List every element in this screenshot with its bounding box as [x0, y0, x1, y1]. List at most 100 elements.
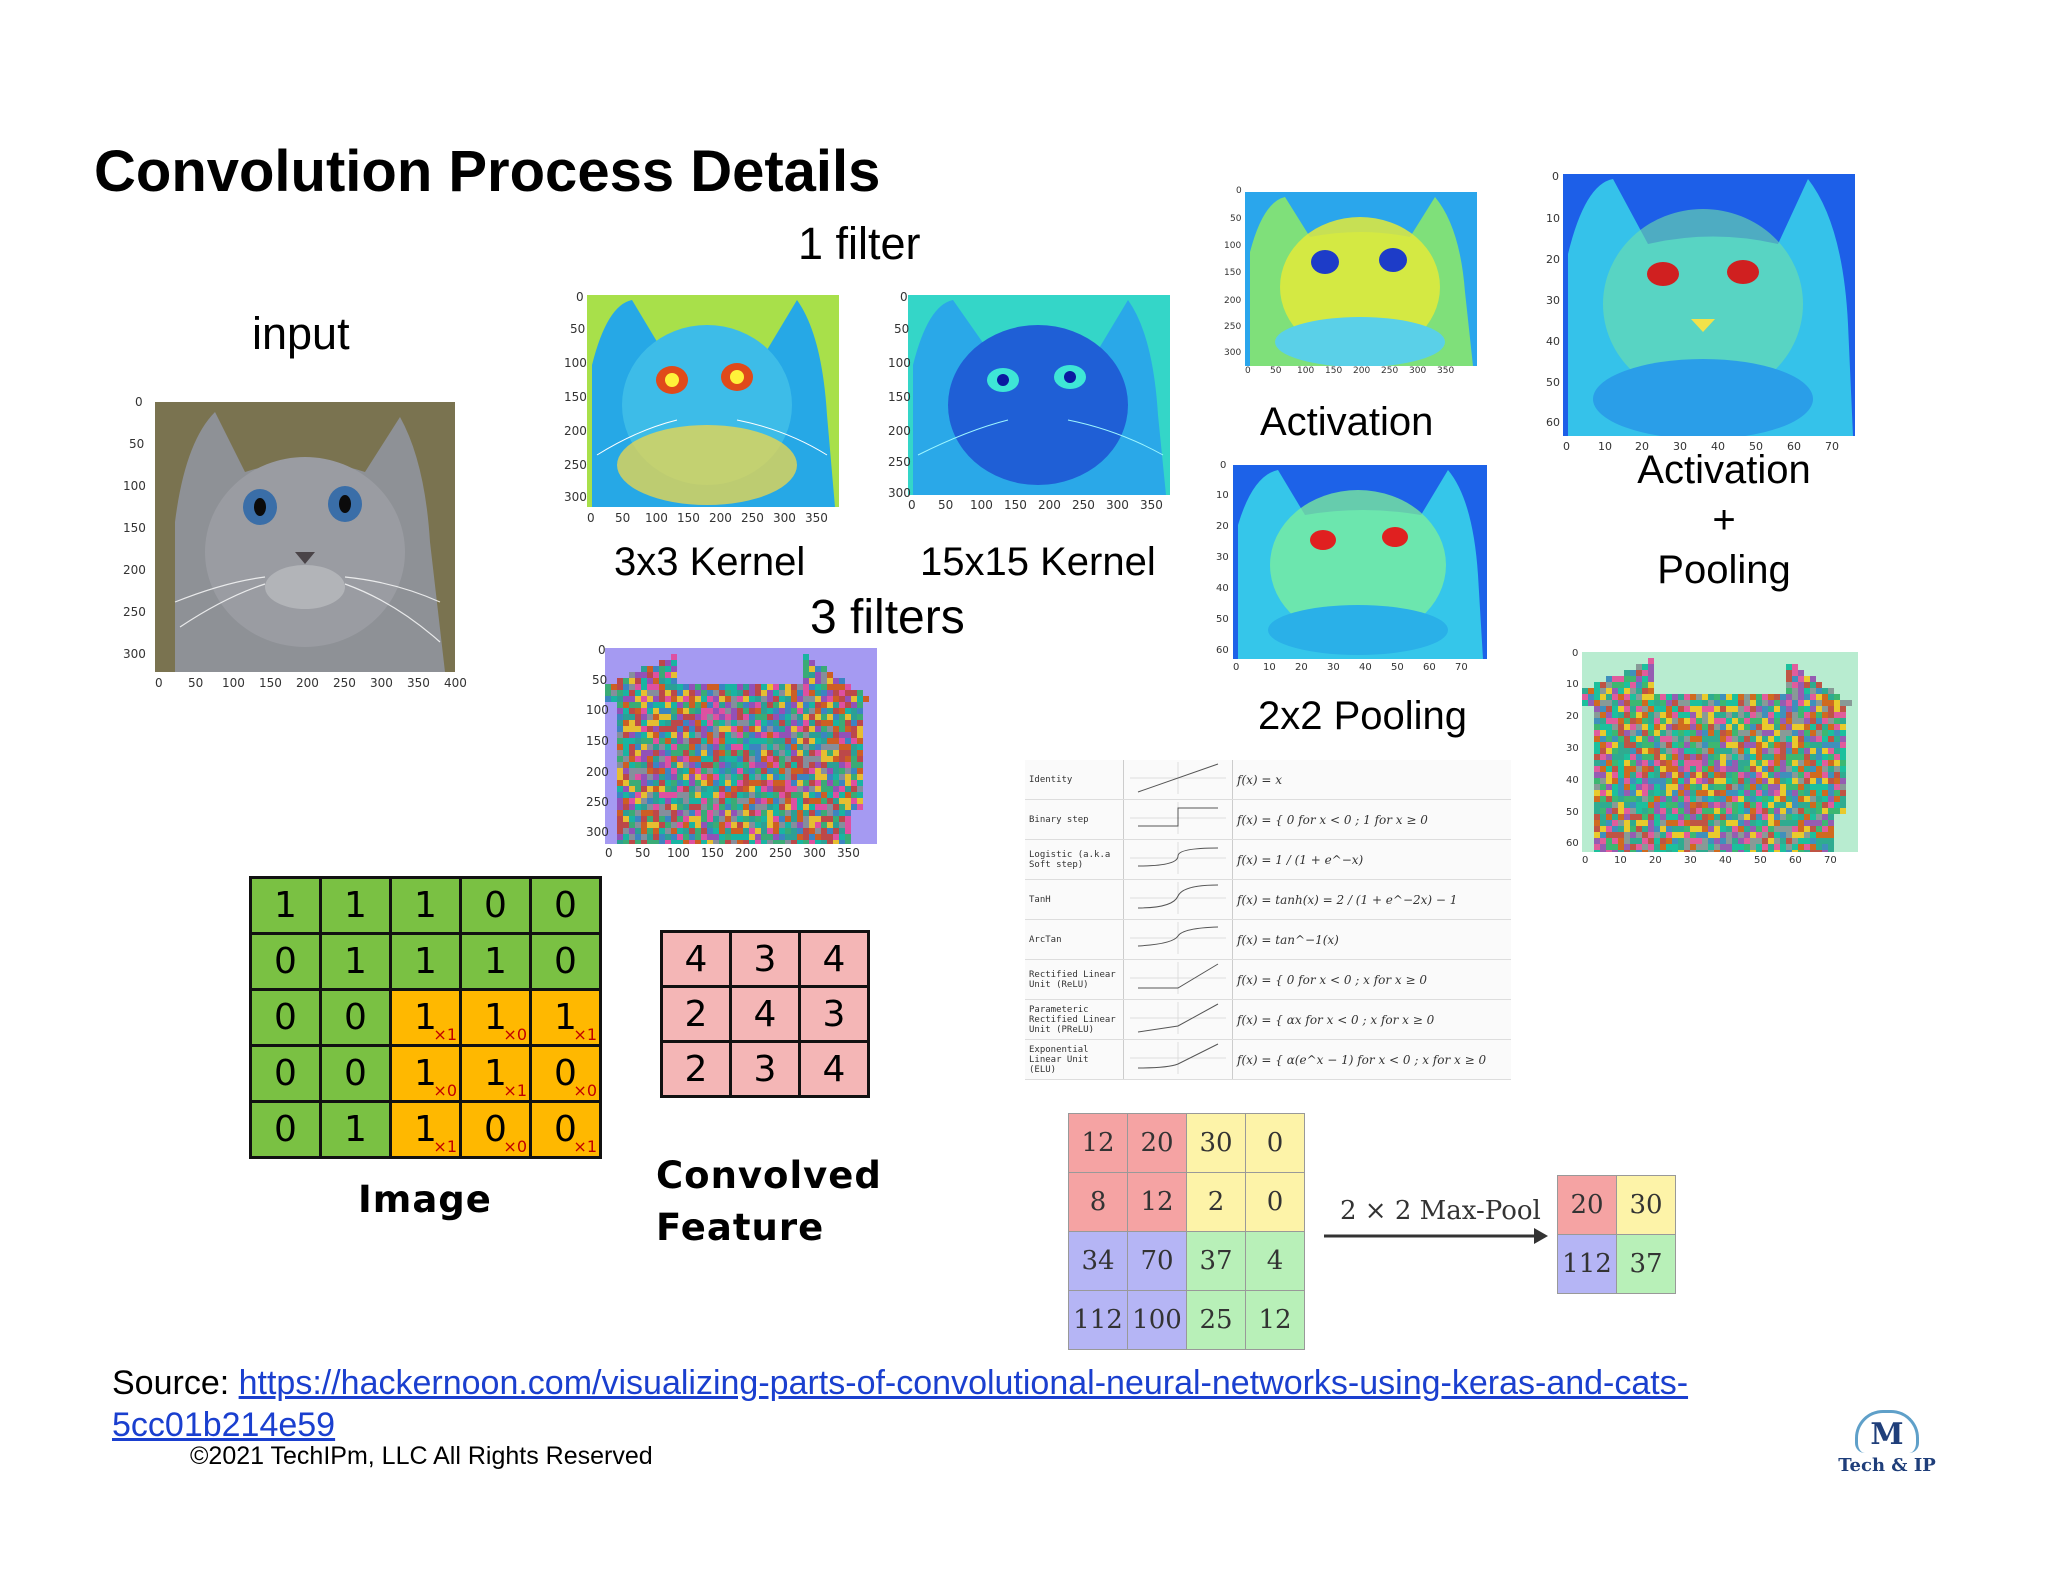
image-grid-cell: 1 ×1: [459, 1044, 532, 1103]
image-grid-cell: 1 ×1: [529, 988, 602, 1047]
ytick: 30: [1546, 294, 1560, 307]
xtick: 250: [741, 511, 764, 525]
activation-function-graph: [1123, 919, 1233, 960]
ytick: 50: [129, 437, 145, 451]
cell-value: 0: [274, 1053, 297, 1094]
activation-function-graph: [1123, 839, 1233, 880]
convolved-cell: 4: [798, 930, 870, 988]
image-grid-cell: 0: [529, 932, 602, 991]
ytick: 50: [1216, 614, 1229, 625]
xtick: 250: [1072, 498, 1095, 512]
activation-pooling-line3: Pooling: [1657, 548, 1791, 592]
source-url-line1: https://hackernoon.com/visualizing-parts…: [238, 1364, 1689, 1402]
cell-value: 1: [484, 1053, 507, 1094]
image-grid-row: 0 1 1 ×1 0 ×0 0 ×1: [249, 1100, 602, 1159]
xtick: 0: [908, 498, 916, 512]
maxpool-input-cell: 70: [1127, 1231, 1187, 1291]
cell-value: 1: [414, 1053, 437, 1094]
image-grid-row: 0 0 1 ×1 1 ×0 1 ×1: [249, 988, 602, 1047]
ytick: 250: [888, 455, 911, 469]
kernel3-image: [587, 295, 839, 507]
kernel-weight: ×0: [433, 1081, 457, 1100]
xtick: 30: [1684, 855, 1697, 866]
maxpool-output-cell: 20: [1557, 1175, 1617, 1235]
ytick: 0: [135, 395, 143, 409]
ytick: 200: [123, 563, 146, 577]
image-grid-cell: 1: [389, 876, 462, 935]
image-matrix: 1 1 1 0 0 0 1 1 1 0 0 0 1 ×1 1 ×0 1 ×1 0 0 1 ×0 1 ×1 0 ×0 0 1 1 ×1 0 ×0…: [249, 876, 602, 1159]
image-grid-cell: 1: [319, 932, 392, 991]
ytick: 300: [586, 825, 609, 839]
maxpool-input-grid: 12 20 30 0 8 12 2 0 34 70 37 4 112 100 25 12: [1068, 1113, 1305, 1350]
activation-function-name: Identity: [1025, 760, 1124, 800]
xtick: 70: [1824, 855, 1837, 866]
activation-function-name: ArcTan: [1025, 919, 1124, 960]
activation-function-row: Exponential Linear Unit (ELU) f(x) = { α(…: [1025, 1039, 1511, 1080]
cell-value: 0: [484, 1109, 507, 1150]
activation-function-name: Exponential Linear Unit (ELU): [1025, 1039, 1124, 1080]
ytick: 150: [123, 521, 146, 535]
xtick: 100: [222, 676, 245, 690]
copyright: ©2021 TechIPm, LLC All Rights Reserved: [190, 1442, 653, 1470]
kernel-weight: ×1: [433, 1137, 457, 1156]
noise-pool-xticks: 0 10 20 30 40 50 60 70: [1582, 855, 1872, 869]
convolved-cell: 3: [729, 930, 801, 988]
ytick: 60: [1546, 416, 1560, 429]
xtick: 350: [1140, 498, 1163, 512]
ytick: 100: [564, 356, 587, 370]
activation-function-row: Binary step f(x) = { 0 for x < 0 ; 1 for …: [1025, 799, 1511, 840]
pooling-image: [1233, 465, 1487, 659]
activation-function-row: TanH f(x) = tanh(x) = 2 / (1 + e^−2x) − 1: [1025, 879, 1511, 920]
kernel15-plot: [908, 295, 1170, 495]
xtick: 350: [1437, 366, 1455, 376]
xtick: 150: [701, 846, 724, 860]
maxpool-input-row: 112 100 25 12: [1068, 1290, 1305, 1350]
xtick: 200: [735, 846, 758, 860]
xtick: 40: [1711, 440, 1725, 453]
three-filters-plot: [605, 648, 877, 844]
activation-function-row: Logistic (a.k.a Soft step) f(x) = 1 / (1 …: [1025, 839, 1511, 880]
maxpool-output-row: 20 30: [1557, 1175, 1676, 1235]
source-link[interactable]: https://hackernoon.com/visualizing-parts…: [112, 1364, 1688, 1444]
convolved-caption: Convolved Feature: [656, 1150, 882, 1254]
maxpool-input-cell: 20: [1127, 1113, 1187, 1173]
cell-value: 1: [484, 941, 507, 982]
activation-pooling-image: [1563, 174, 1855, 436]
xtick: 300: [370, 676, 393, 690]
image-grid-cell: 0: [459, 876, 532, 935]
xtick: 30: [1673, 440, 1687, 453]
cell-value: 0: [274, 997, 297, 1038]
convolved-cell: 2: [660, 985, 732, 1043]
xtick: 0: [1245, 366, 1251, 376]
ytick: 100: [586, 703, 609, 717]
ytick: 10: [1566, 679, 1579, 690]
input-xticks: 0 50 100 150 200 250 300 350 400: [155, 676, 475, 690]
convolved-cell: 3: [729, 1040, 801, 1098]
cell-value: 1: [414, 885, 437, 926]
xtick: 100: [645, 511, 668, 525]
convolved-caption-line2: Feature: [656, 1206, 825, 1249]
ytick: 50: [592, 673, 608, 687]
ytick: 20: [1216, 521, 1229, 532]
image-caption: Image: [358, 1178, 492, 1221]
activation-function-formula: f(x) = { 0 for x < 0 ; x for x ≥ 0: [1232, 959, 1511, 1000]
ytick: 100: [888, 356, 911, 370]
activation-function-name: Rectified Linear Unit (ReLU): [1025, 959, 1124, 1000]
cell-value: 1: [554, 997, 577, 1038]
xtick: 400: [444, 676, 467, 690]
input-cat-plot: [155, 402, 455, 672]
maxpool-input-cell: 0: [1245, 1113, 1305, 1173]
image-grid-cell: 1: [319, 876, 392, 935]
ytick: 200: [888, 424, 911, 438]
cell-value: 0: [554, 1053, 577, 1094]
ytick: 200: [586, 765, 609, 779]
cell-value: 0: [274, 941, 297, 982]
maxpool-input-cell: 8: [1068, 1172, 1128, 1232]
logo: M Tech & IP: [1822, 1410, 1952, 1476]
ytick: 200: [1224, 296, 1242, 306]
ytick: 50: [1546, 376, 1560, 389]
